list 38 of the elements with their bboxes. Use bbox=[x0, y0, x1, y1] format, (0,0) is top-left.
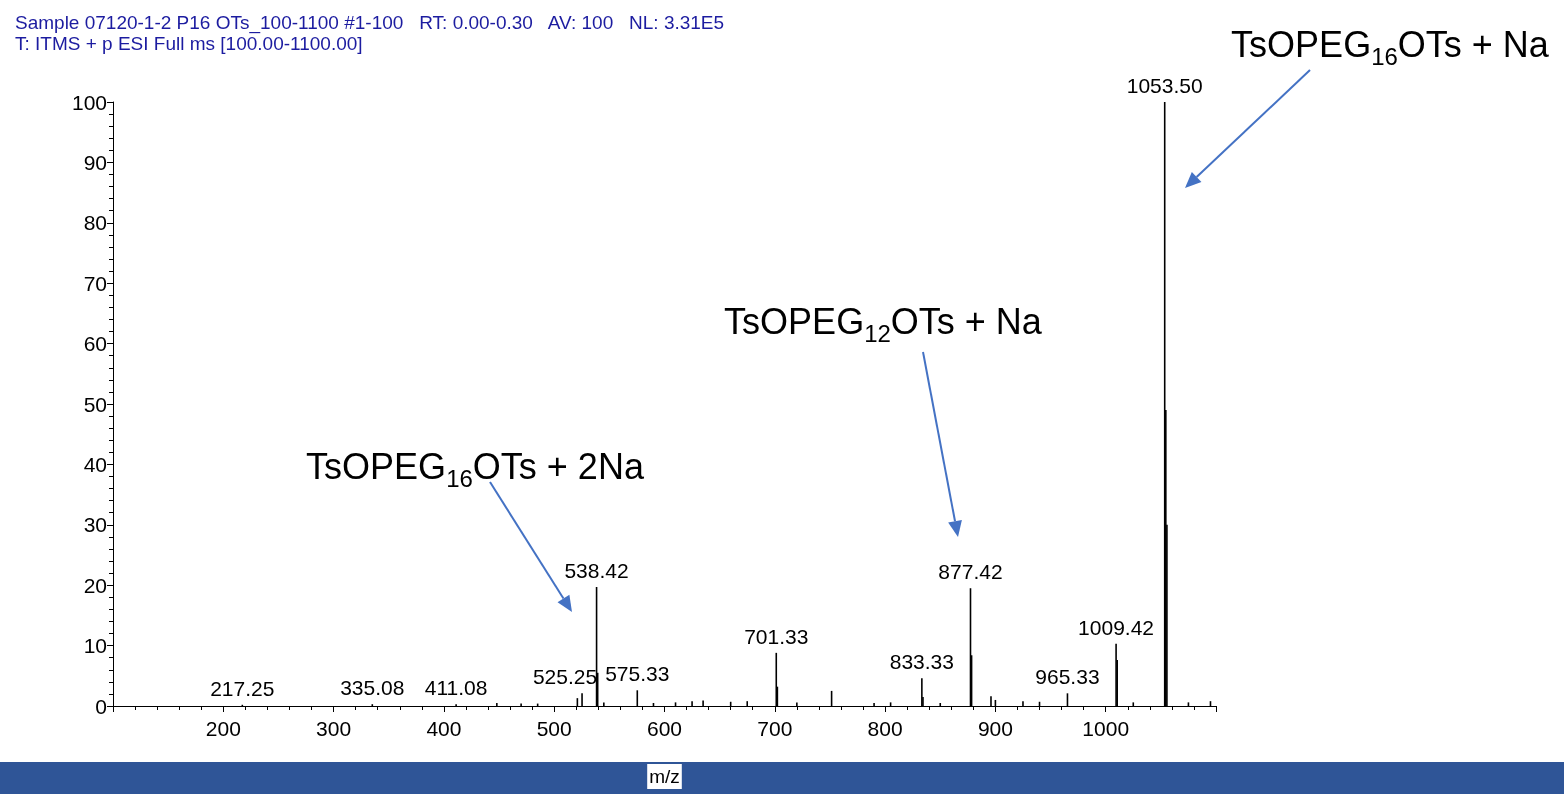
annotation: 1009.42 bbox=[1078, 615, 1155, 640]
chart-title: Sample 07120-1-2 P16 OTs_100-1100 #1-100 RT: 0.00-0.30 AV: 100 NL: 3.31E5 bbox=[15, 12, 725, 34]
x-tick-label: 900 bbox=[977, 717, 1013, 740]
x-tick-label: 200 bbox=[205, 717, 241, 740]
annotation: 877.42 bbox=[938, 560, 1003, 585]
y-tick-label: 40 bbox=[83, 452, 107, 476]
annotation: 411.08 bbox=[424, 676, 488, 701]
x-axis-title: m/z bbox=[649, 766, 680, 787]
y-tick-label: 30 bbox=[83, 513, 107, 537]
x-tick-label: 500 bbox=[536, 717, 572, 740]
y-tick-label: 100 bbox=[71, 90, 107, 114]
x-tick-label: 300 bbox=[316, 717, 352, 740]
y-tick-label: 70 bbox=[83, 271, 107, 295]
x-tick-label: 400 bbox=[426, 717, 462, 740]
y-tick-label: 90 bbox=[83, 150, 107, 174]
annotation: 217.25 bbox=[210, 676, 275, 701]
chart-subtitle: T: ITMS + p ESI Full ms [100.00-1100.00] bbox=[15, 33, 363, 54]
annotation: 701.33 bbox=[744, 624, 809, 649]
text: TsOPEG$_{16}$OTs + Na bbox=[1231, 24, 1549, 70]
annotation: 1053.50 bbox=[1126, 74, 1203, 98]
x-tick-label: 1000 bbox=[1082, 717, 1130, 740]
annotation: TsOPEG$_{16}$OTs + 2Na bbox=[306, 446, 644, 492]
annotation: 833.33 bbox=[889, 650, 954, 675]
x-tick-label: 700 bbox=[757, 717, 793, 740]
y-tick-label: 0 bbox=[95, 694, 107, 718]
y-tick-label: 20 bbox=[83, 573, 107, 597]
annotation: 525.25 bbox=[532, 665, 598, 690]
y-tick-label: 50 bbox=[83, 392, 107, 416]
y-tick-label: 60 bbox=[83, 332, 107, 356]
annotation: 575.33 bbox=[605, 662, 670, 687]
annotation: 335.08 bbox=[340, 676, 405, 701]
annotation: 965.33 bbox=[1035, 665, 1100, 690]
y-tick-label: 10 bbox=[83, 634, 107, 658]
y-tick-label: 80 bbox=[83, 211, 107, 235]
annotation: TsOPEG$_{12}$OTs + Na bbox=[724, 301, 1042, 347]
x-tick-label: 600 bbox=[646, 717, 683, 740]
annotation: 538.42 bbox=[564, 559, 629, 583]
x-tick-label: 800 bbox=[867, 717, 903, 740]
